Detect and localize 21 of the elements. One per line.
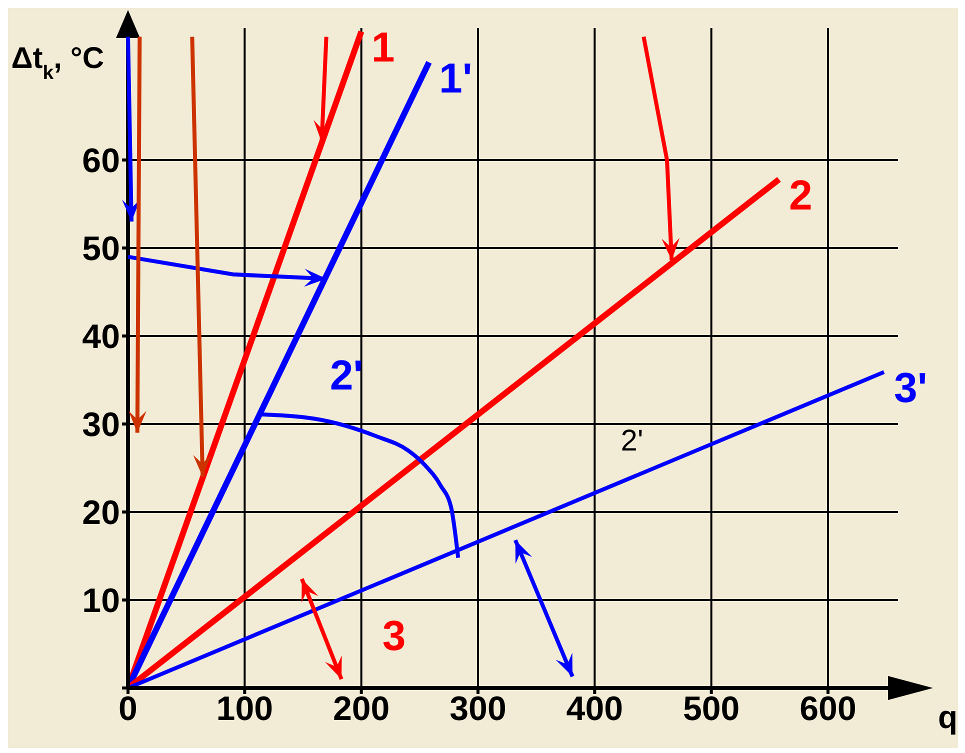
x-axis-title: q xyxy=(938,699,958,735)
y-tick-label: 50 xyxy=(82,230,120,268)
x-tick-label: 200 xyxy=(332,690,390,728)
y-axis-title: Δt$_{k}$, °C xyxy=(11,42,104,84)
y-tick-label: 30 xyxy=(82,406,120,444)
series-label: 3' xyxy=(894,364,928,412)
y-tick-label: 60 xyxy=(82,142,120,180)
y-tick-label: 40 xyxy=(82,318,120,356)
series-label: 1 xyxy=(371,24,395,71)
x-tick-label: 300 xyxy=(450,690,506,728)
annotation: 3 xyxy=(382,612,406,660)
y-tick-label: 20 xyxy=(82,494,120,532)
annotation: 2' xyxy=(620,424,644,458)
x-tick-label: 600 xyxy=(800,690,856,728)
x-tick-label: 500 xyxy=(682,690,740,728)
y-tick-label: 10 xyxy=(82,582,120,620)
series-label: 1' xyxy=(439,54,472,102)
x-tick-label: 0 xyxy=(118,690,138,728)
x-tick-label: 400 xyxy=(566,690,624,728)
x-tick-label: 100 xyxy=(216,690,274,728)
series-label: 2 xyxy=(789,171,812,218)
